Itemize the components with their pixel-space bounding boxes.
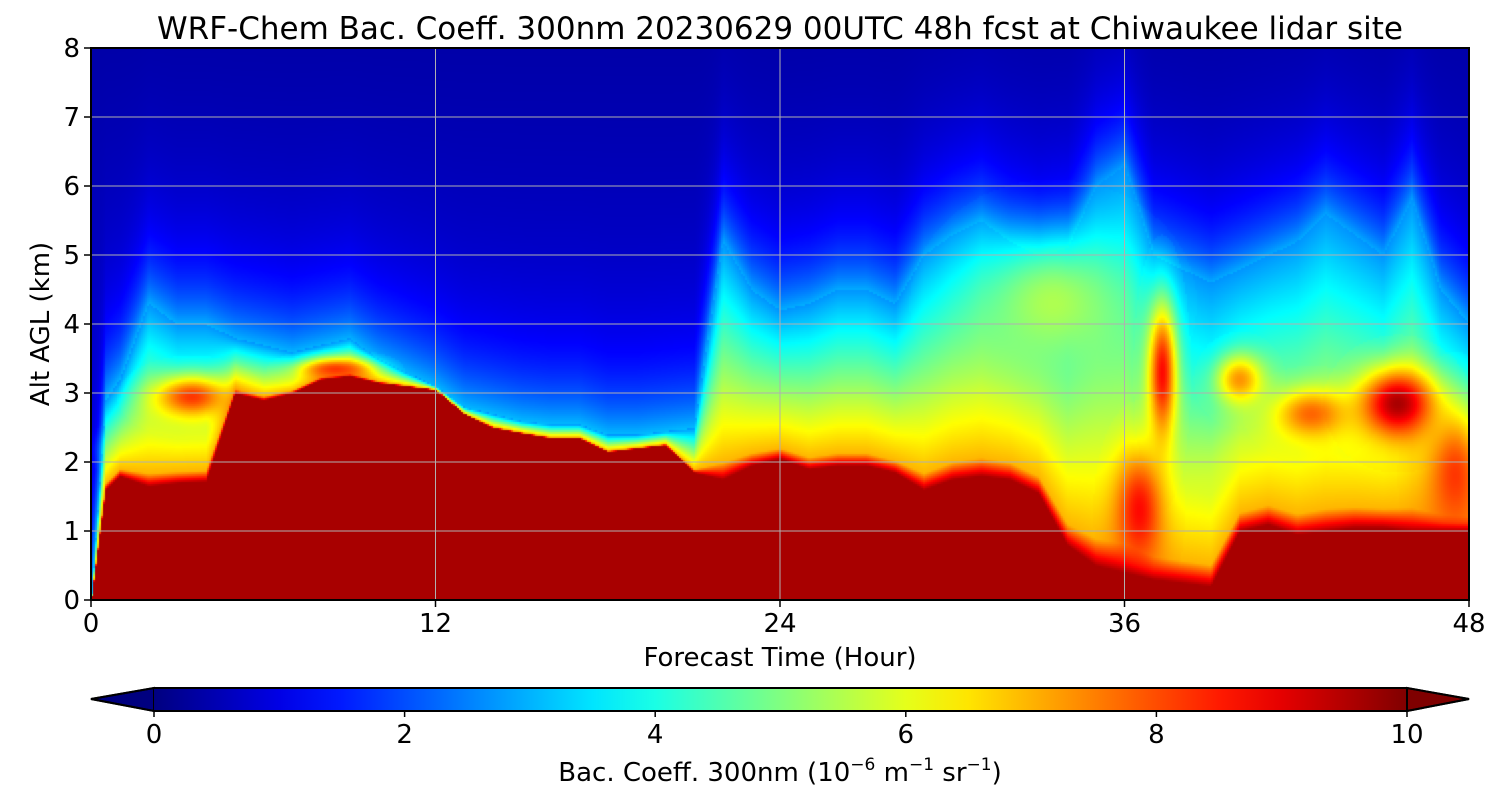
- y-tick-label: 7: [63, 103, 80, 133]
- x-tick-label: 12: [419, 609, 452, 639]
- y-tick-label: 0: [63, 586, 80, 616]
- colorbar-tick-label: 2: [396, 720, 413, 750]
- colorbar-label: Bac. Coeff. 300nm (10−6 m−1 sr−1): [558, 755, 1001, 788]
- y-axis-label: Alt AGL (km): [26, 242, 56, 406]
- y-tick-label: 4: [63, 310, 80, 340]
- y-tick-label: 1: [63, 517, 80, 547]
- colorbar-extend-max: [1406, 686, 1470, 713]
- x-axis: 0 12 24 36 48: [83, 600, 1486, 639]
- chart-title: WRF-Chem Bac. Coeff. 300nm 20230629 00UT…: [157, 11, 1403, 47]
- colorbar-extend-min: [90, 686, 155, 713]
- y-tick-label: 3: [63, 379, 80, 409]
- y-tick-label: 2: [63, 448, 80, 478]
- colorbar-gradient: [154, 688, 1407, 711]
- x-axis-label: Forecast Time (Hour): [643, 643, 916, 673]
- y-tick-label: 6: [63, 172, 80, 202]
- y-axis: 0 1 2 3 4 5 6 7 8: [63, 34, 91, 616]
- colorbar-tick-label: 4: [647, 720, 664, 750]
- x-tick-label: 0: [83, 609, 100, 639]
- colorbar-tick-label: 0: [146, 720, 163, 750]
- colorbar-tick-label: 8: [1148, 720, 1165, 750]
- colorbar-tick-label: 6: [898, 720, 915, 750]
- colorbar-ticks: 0 2 4 6 8 10: [146, 711, 1424, 750]
- y-tick-label: 5: [63, 241, 80, 271]
- x-tick-label: 24: [763, 609, 796, 639]
- y-tick-label: 8: [63, 34, 80, 64]
- colorbar: 0 2 4 6 8 10 Bac. Coeff. 300nm (10−6 m−1 sr−1…: [90, 686, 1470, 788]
- x-tick-label: 48: [1452, 609, 1485, 639]
- colorbar-tick-label: 10: [1390, 720, 1423, 750]
- plot-area: [90, 47, 1470, 601]
- x-tick-label: 36: [1108, 609, 1141, 639]
